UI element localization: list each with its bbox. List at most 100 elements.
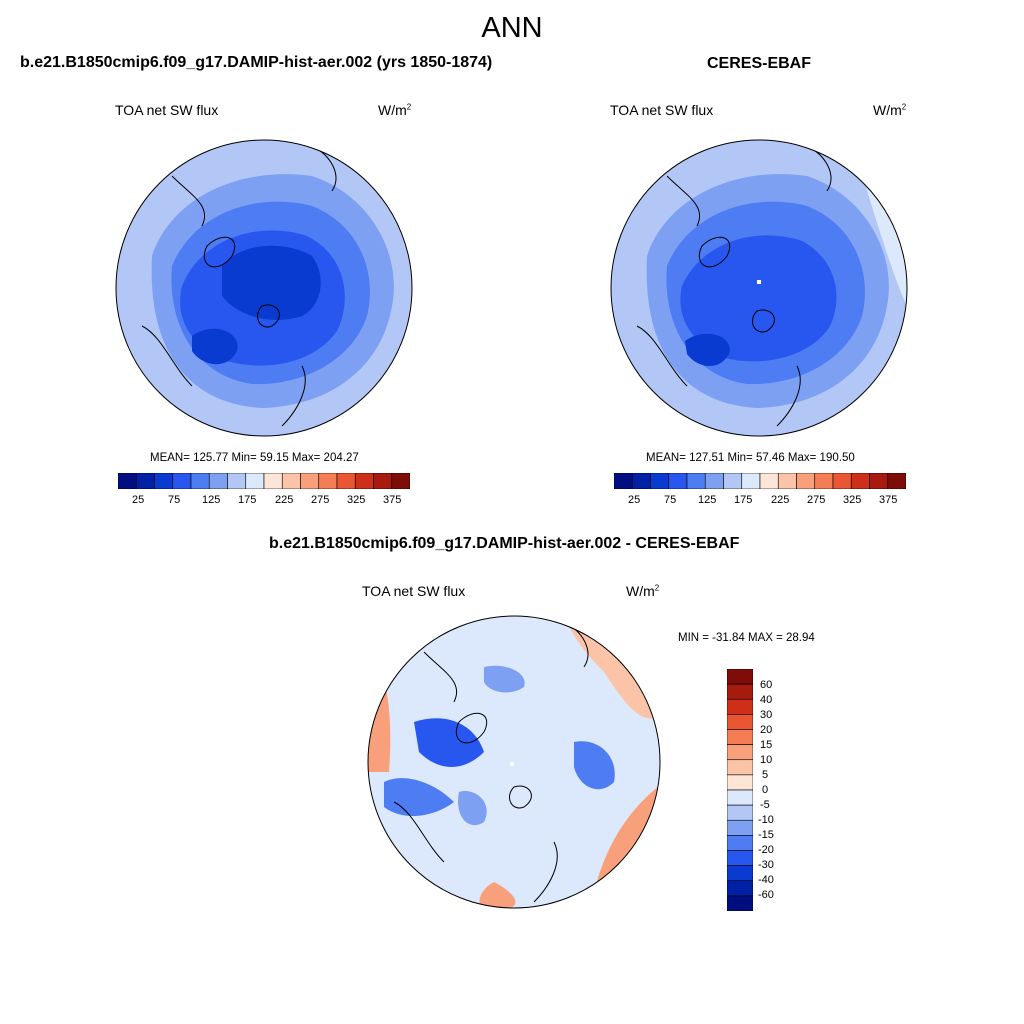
colorbar-swatch: [727, 729, 753, 745]
model-colorbar-tick: 325: [347, 494, 366, 506]
diff-colorbar-tick: 60: [760, 679, 773, 691]
colorbar-swatch: [354, 473, 374, 489]
obs-colorbar-tick: 275: [807, 494, 826, 506]
colorbar-swatch: [727, 683, 753, 700]
diff-polar-map: [367, 615, 661, 909]
colorbar-swatch: [727, 744, 753, 761]
diff-colorbar-tick: -40: [758, 874, 774, 886]
colorbar-swatch: [727, 774, 753, 791]
colorbar-swatch: [727, 850, 753, 866]
obs-stats: MEAN= 127.51 Min= 57.46 Max= 190.50: [646, 452, 855, 464]
colorbar-swatch: [172, 473, 192, 489]
model-units-label: W/m2: [378, 102, 412, 118]
model-colorbar: [118, 473, 410, 489]
model-panel-title: b.e21.B1850cmip6.f09_g17.DAMIP-hist-aer.…: [20, 54, 493, 71]
colorbar-swatch: [704, 473, 724, 489]
obs-variable-label: TOA net SW flux: [610, 102, 714, 118]
colorbar-swatch: [727, 804, 753, 821]
model-colorbar-tick: 125: [202, 494, 221, 506]
colorbar-swatch: [614, 473, 633, 489]
diff-units-label: W/m2: [626, 583, 660, 599]
colorbar-swatch: [686, 473, 706, 489]
colorbar-swatch: [727, 669, 753, 685]
colorbar-swatch: [727, 714, 753, 730]
diff-colorbar-tick: 5: [762, 769, 769, 781]
diff-colorbar-tick: -10: [758, 814, 774, 826]
colorbar-swatch: [832, 473, 852, 489]
colorbar-swatch: [727, 789, 753, 806]
colorbar-swatch: [245, 473, 265, 489]
diff-colorbar-tick: 10: [760, 754, 773, 766]
obs-colorbar-tick: 75: [664, 494, 677, 506]
diff-colorbar-tick: 30: [760, 709, 773, 721]
colorbar-swatch: [135, 473, 155, 489]
model-colorbar-tick: 225: [275, 494, 294, 506]
colorbar-swatch: [668, 473, 688, 489]
model-colorbar-ticks: 25 75 125 175 225 275 325 375: [118, 494, 418, 508]
colorbar-swatch: [727, 698, 753, 715]
colorbar-swatch: [723, 473, 743, 489]
diff-colorbar-tick: 40: [760, 694, 773, 706]
obs-colorbar-tick: 225: [771, 494, 790, 506]
obs-colorbar-tick: 25: [628, 494, 641, 506]
model-colorbar-tick: 275: [311, 494, 330, 506]
colorbar-swatch: [263, 473, 283, 489]
diff-colorbar-tick: -5: [760, 799, 770, 811]
obs-colorbar: [614, 473, 906, 489]
colorbar-swatch: [869, 473, 889, 489]
colorbar-swatch: [154, 473, 174, 489]
obs-units-label: W/m2: [873, 102, 907, 118]
obs-colorbar-tick: 175: [734, 494, 753, 506]
diff-colorbar-tick: -30: [758, 859, 774, 871]
diff-colorbar-tick: 15: [760, 739, 773, 751]
diff-colorbar: [727, 669, 753, 911]
colorbar-swatch: [727, 880, 753, 897]
model-colorbar-tick: 375: [383, 494, 402, 506]
diff-variable-label: TOA net SW flux: [362, 583, 466, 599]
obs-panel-title: CERES-EBAF: [707, 55, 812, 72]
colorbar-swatch: [281, 473, 301, 489]
colorbar-swatch: [208, 473, 228, 489]
diff-colorbar-ticks: 60 40 30 20 15 10 5 0 -5 -10 -15 -20 -30…: [758, 674, 798, 914]
diff-colorbar-tick: 20: [760, 724, 773, 736]
colorbar-swatch: [391, 473, 410, 489]
colorbar-swatch: [796, 473, 816, 489]
colorbar-swatch: [190, 473, 210, 489]
colorbar-swatch: [373, 473, 393, 489]
colorbar-swatch: [336, 473, 356, 489]
obs-colorbar-tick: 125: [698, 494, 717, 506]
colorbar-swatch: [227, 473, 247, 489]
diff-panel-title: b.e21.B1850cmip6.f09_g17.DAMIP-hist-aer.…: [269, 535, 740, 552]
diff-stats: MIN = -31.84 MAX = 28.94: [678, 632, 815, 644]
model-colorbar-tick: 75: [168, 494, 181, 506]
colorbar-swatch: [814, 473, 834, 489]
model-polar-map: [115, 139, 413, 437]
colorbar-swatch: [777, 473, 797, 489]
diff-colorbar-tick: -20: [758, 844, 774, 856]
colorbar-swatch: [727, 895, 753, 911]
colorbar-swatch: [118, 473, 137, 489]
figure-title: ANN: [481, 12, 543, 44]
model-colorbar-tick: 25: [132, 494, 145, 506]
obs-colorbar-tick: 375: [879, 494, 898, 506]
colorbar-swatch: [727, 759, 753, 776]
model-colorbar-tick: 175: [238, 494, 257, 506]
diff-colorbar-tick: -15: [758, 829, 774, 841]
colorbar-swatch: [759, 473, 779, 489]
colorbar-swatch: [318, 473, 338, 489]
diff-colorbar-tick: -60: [758, 889, 774, 901]
obs-colorbar-tick: 325: [843, 494, 862, 506]
colorbar-swatch: [741, 473, 761, 489]
colorbar-swatch: [727, 819, 753, 836]
colorbar-swatch: [887, 473, 906, 489]
model-stats: MEAN= 125.77 Min= 59.15 Max= 204.27: [150, 452, 359, 464]
model-variable-label: TOA net SW flux: [115, 102, 219, 118]
diff-colorbar-tick: 0: [762, 784, 769, 796]
colorbar-swatch: [727, 835, 753, 851]
colorbar-swatch: [300, 473, 320, 489]
colorbar-swatch: [650, 473, 670, 489]
colorbar-swatch: [631, 473, 651, 489]
obs-polar-map: [610, 139, 908, 437]
obs-colorbar-ticks: 25 75 125 175 225 275 325 375: [614, 494, 914, 508]
colorbar-swatch: [727, 865, 753, 882]
